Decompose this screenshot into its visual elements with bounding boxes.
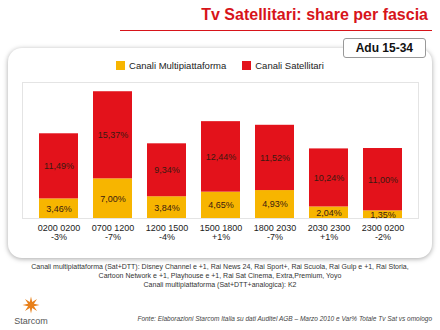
svg-text:11,49%: 11,49% <box>44 161 74 171</box>
svg-text:9,34%: 9,34% <box>154 165 180 175</box>
svg-text:0200 0200-3%: 0200 0200-3% <box>38 223 81 242</box>
svg-text:1800 2030-7%: 1800 2030-7% <box>254 223 297 242</box>
svg-text:1500 1800+1%: 1500 1800+1% <box>200 223 243 242</box>
svg-text:4,65%: 4,65% <box>208 200 234 210</box>
svg-text:0700 1200-7%: 0700 1200-7% <box>92 223 135 242</box>
html-text:Canali Satellitari: Canali Satellitari <box>255 60 324 71</box>
svg-text:2,04%: 2,04% <box>316 208 342 218</box>
html-text:Fonte: Elaborazioni Starcom It: Fonte: Elaborazioni Starcom Italia su da… <box>137 315 432 322</box>
html-text:Canali Multipiattaforma: Canali Multipiattaforma <box>129 60 227 71</box>
svg-text:1,35%: 1,35% <box>370 210 396 220</box>
svg-text:2300 0200-2%: 2300 0200-2% <box>362 223 405 242</box>
svg-text:3,46%: 3,46% <box>46 204 72 214</box>
html-text:Canali multipiattaforma (Sat+D: Canali multipiattaforma (Sat+DTT): Disne… <box>31 263 409 270</box>
svg-text:12,44%: 12,44% <box>206 152 237 162</box>
svg-text:11,00%: 11,00% <box>368 175 398 185</box>
svg-text:4,93%: 4,93% <box>262 199 288 209</box>
html-text:Starcom: Starcom <box>14 316 48 326</box>
svg-text:3,84%: 3,84% <box>154 203 180 213</box>
svg-text:11,52%: 11,52% <box>260 153 290 163</box>
html-text:Adu 15-34: Adu 15-34 <box>355 41 413 55</box>
svg-text:7,00%: 7,00% <box>100 194 126 204</box>
html-text:Tv Satellitari: share per fasc: Tv Satellitari: share per fascia <box>201 6 428 23</box>
html-text:Cartoon Network e +1, Playhous: Cartoon Network e +1, Playhouse e +1, Ra… <box>98 272 342 279</box>
svg-text:10,24%: 10,24% <box>314 173 345 183</box>
svg-text:2030 2300+1%: 2030 2300+1% <box>308 223 351 242</box>
svg-text:1200 1500-4%: 1200 1500-4% <box>146 223 189 242</box>
svg-text:15,37%: 15,37% <box>98 130 129 140</box>
html-text:Canali multipiattaforma (Sat+D: Canali multipiattaforma (Sat+DTT+analogi… <box>143 281 297 288</box>
